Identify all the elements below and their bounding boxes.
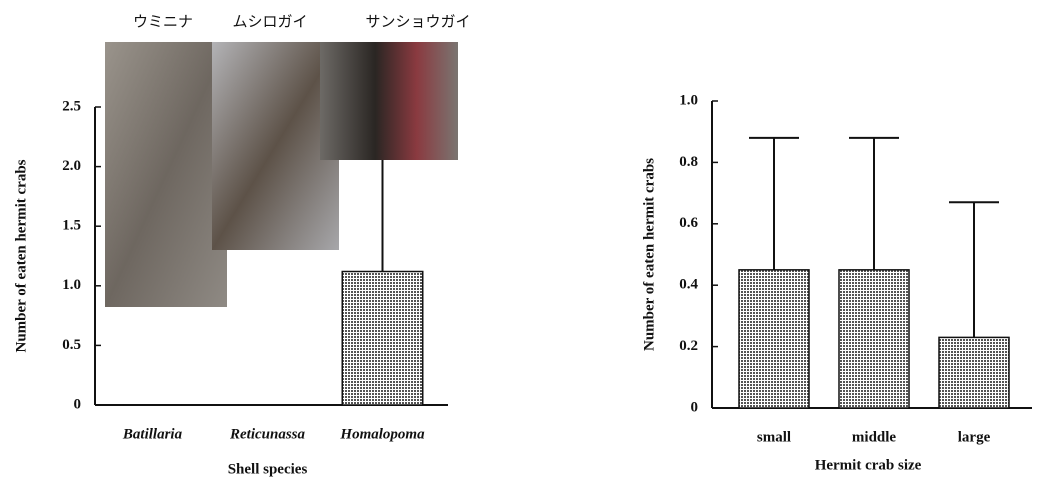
x-tick-label: middle bbox=[852, 429, 897, 445]
x-axis-title: Hermit crab size bbox=[815, 457, 922, 473]
y-tick-label: 1.0 bbox=[679, 92, 698, 108]
x-axis-title: Shell species bbox=[228, 461, 308, 477]
y-tick-label: 0.6 bbox=[679, 215, 698, 231]
bar bbox=[838, 269, 910, 409]
x-tick-label: Homalopoma bbox=[339, 426, 425, 442]
bar bbox=[738, 269, 810, 409]
photo bbox=[105, 42, 227, 307]
x-tick-label: Reticunassa bbox=[229, 426, 306, 442]
y-tick-label: 0 bbox=[691, 399, 699, 415]
y-tick-label: 0.4 bbox=[679, 277, 698, 293]
charts: 0 0.5 1.0 1.5 2.0 2.5 Batillaria Reticunassa Hom… bbox=[13, 92, 1032, 477]
x-tick-label: large bbox=[958, 429, 991, 445]
y-tick-label: 1.0 bbox=[62, 277, 81, 293]
photos bbox=[105, 42, 458, 307]
x-tick-label: Batillaria bbox=[122, 426, 183, 442]
photo bbox=[320, 42, 458, 160]
x-tick-label: small bbox=[757, 429, 791, 445]
y-axis-title: Number of eaten hermit crabs bbox=[641, 158, 657, 351]
y-tick-label: 1.5 bbox=[62, 218, 81, 234]
bar bbox=[938, 336, 1010, 409]
photo-label: サンショウガイ bbox=[365, 13, 470, 31]
photo bbox=[212, 42, 339, 250]
y-tick-label: 0 bbox=[74, 396, 82, 412]
y-tick-label: 0.2 bbox=[679, 338, 698, 354]
y-tick-label: 2.5 bbox=[62, 98, 81, 114]
photo-label: ウミニナ bbox=[133, 13, 193, 31]
y-tick-label: 0.5 bbox=[62, 337, 81, 353]
photo-label: ムシロガイ bbox=[232, 13, 307, 31]
y-tick-label: 2.0 bbox=[62, 158, 81, 174]
y-tick-label: 0.8 bbox=[679, 154, 698, 170]
bar bbox=[341, 270, 424, 406]
y-axis-title: Number of eaten hermit crabs bbox=[13, 159, 29, 352]
